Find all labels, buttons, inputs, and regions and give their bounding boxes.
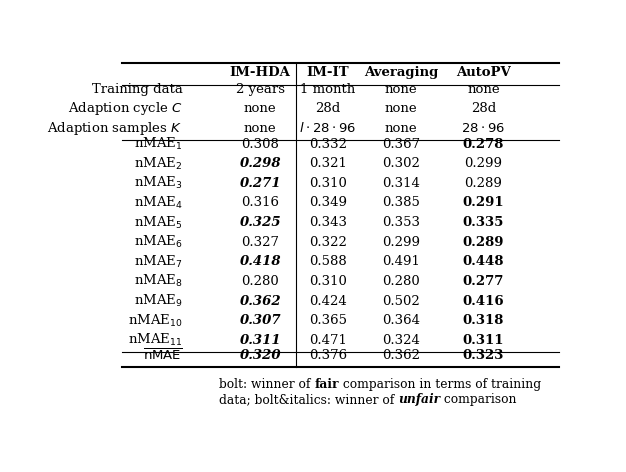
Text: unfair: unfair bbox=[398, 394, 440, 406]
Text: 0.277: 0.277 bbox=[463, 275, 504, 288]
Text: Adaption samples $K$: Adaption samples $K$ bbox=[48, 120, 183, 137]
Text: 0.325: 0.325 bbox=[239, 216, 281, 229]
Text: 0.314: 0.314 bbox=[382, 177, 420, 190]
Text: nMAE$_1$: nMAE$_1$ bbox=[134, 136, 183, 152]
Text: fair: fair bbox=[314, 378, 339, 391]
Text: AutoPV: AutoPV bbox=[456, 67, 511, 79]
Text: 0.588: 0.588 bbox=[309, 255, 347, 268]
Text: 0.416: 0.416 bbox=[463, 295, 504, 308]
Text: 0.322: 0.322 bbox=[309, 236, 347, 249]
Text: 0.349: 0.349 bbox=[309, 196, 347, 210]
Text: 0.343: 0.343 bbox=[309, 216, 347, 229]
Text: 0.289: 0.289 bbox=[464, 177, 502, 190]
Text: nMAE$_8$: nMAE$_8$ bbox=[134, 273, 183, 289]
Text: 0.502: 0.502 bbox=[382, 295, 420, 308]
Text: 1 month: 1 month bbox=[300, 83, 356, 96]
Text: 28d: 28d bbox=[316, 102, 341, 115]
Text: data; bolt&italics: winner of: data; bolt&italics: winner of bbox=[219, 394, 398, 406]
Text: 0.298: 0.298 bbox=[239, 157, 281, 170]
Text: comparison in terms of training: comparison in terms of training bbox=[339, 378, 541, 391]
Text: 0.302: 0.302 bbox=[382, 157, 420, 170]
Text: nMAE$_{11}$: nMAE$_{11}$ bbox=[128, 332, 183, 348]
Text: 0.291: 0.291 bbox=[463, 196, 504, 210]
Text: 0.321: 0.321 bbox=[309, 157, 347, 170]
Text: $l \cdot 28 \cdot 96$: $l \cdot 28 \cdot 96$ bbox=[299, 121, 357, 135]
Text: 0.323: 0.323 bbox=[463, 349, 504, 362]
Text: 0.385: 0.385 bbox=[382, 196, 420, 210]
Text: none: none bbox=[384, 122, 417, 135]
Text: Adaption cycle $C$: Adaption cycle $C$ bbox=[68, 100, 183, 117]
Text: 2 years: 2 years bbox=[235, 83, 285, 96]
Text: 0.280: 0.280 bbox=[241, 275, 279, 288]
Text: nMAE$_7$: nMAE$_7$ bbox=[134, 254, 183, 270]
Text: 0.307: 0.307 bbox=[239, 314, 281, 327]
Text: 0.318: 0.318 bbox=[463, 314, 504, 327]
Text: 0.316: 0.316 bbox=[241, 196, 279, 210]
Text: 0.299: 0.299 bbox=[464, 157, 502, 170]
Text: 0.424: 0.424 bbox=[309, 295, 347, 308]
Text: IM-HDA: IM-HDA bbox=[230, 67, 290, 79]
Text: 0.299: 0.299 bbox=[382, 236, 420, 249]
Text: 0.311: 0.311 bbox=[239, 334, 281, 347]
Text: 0.418: 0.418 bbox=[239, 255, 281, 268]
Text: $28 \cdot 96$: $28 \cdot 96$ bbox=[461, 122, 505, 135]
Text: none: none bbox=[244, 102, 277, 115]
Text: bolt: winner of: bolt: winner of bbox=[219, 378, 314, 391]
Text: 0.353: 0.353 bbox=[382, 216, 420, 229]
Text: nMAE$_3$: nMAE$_3$ bbox=[134, 175, 183, 191]
Text: Averaging: Averaging bbox=[364, 67, 438, 79]
Text: nMAE$_5$: nMAE$_5$ bbox=[134, 214, 183, 231]
Text: nMAE$_6$: nMAE$_6$ bbox=[134, 234, 183, 250]
Text: 0.280: 0.280 bbox=[382, 275, 420, 288]
Text: 0.376: 0.376 bbox=[309, 349, 347, 362]
Text: 0.362: 0.362 bbox=[239, 295, 281, 308]
Text: none: none bbox=[467, 83, 500, 96]
Text: none: none bbox=[384, 102, 417, 115]
Text: 0.364: 0.364 bbox=[382, 314, 420, 327]
Text: nMAE$_2$: nMAE$_2$ bbox=[134, 156, 183, 172]
Text: 0.308: 0.308 bbox=[241, 137, 279, 151]
Text: 0.335: 0.335 bbox=[463, 216, 504, 229]
Text: comparison: comparison bbox=[440, 394, 516, 406]
Text: 0.448: 0.448 bbox=[463, 255, 504, 268]
Text: $\overline{\mathrm{nMAE}}$: $\overline{\mathrm{nMAE}}$ bbox=[143, 348, 183, 363]
Text: none: none bbox=[384, 83, 417, 96]
Text: none: none bbox=[244, 122, 277, 135]
Text: nMAE$_9$: nMAE$_9$ bbox=[134, 293, 183, 309]
Text: 0.271: 0.271 bbox=[239, 177, 281, 190]
Text: nMAE$_4$: nMAE$_4$ bbox=[134, 195, 183, 211]
Text: 0.491: 0.491 bbox=[382, 255, 420, 268]
Text: 0.327: 0.327 bbox=[241, 236, 279, 249]
Text: Training data: Training data bbox=[91, 83, 183, 96]
Text: 0.278: 0.278 bbox=[463, 137, 504, 151]
Text: 0.332: 0.332 bbox=[309, 137, 347, 151]
Text: 0.471: 0.471 bbox=[309, 334, 347, 347]
Text: 0.362: 0.362 bbox=[382, 349, 420, 362]
Text: 28d: 28d bbox=[471, 102, 496, 115]
Text: IM-IT: IM-IT bbox=[307, 67, 349, 79]
Text: 0.324: 0.324 bbox=[382, 334, 420, 347]
Text: 0.320: 0.320 bbox=[239, 349, 281, 362]
Text: 0.311: 0.311 bbox=[463, 334, 504, 347]
Text: 0.367: 0.367 bbox=[382, 137, 420, 151]
Text: 0.289: 0.289 bbox=[463, 236, 504, 249]
Text: 0.310: 0.310 bbox=[309, 177, 347, 190]
Text: 0.365: 0.365 bbox=[309, 314, 347, 327]
Text: nMAE$_{10}$: nMAE$_{10}$ bbox=[128, 312, 183, 329]
Text: 0.310: 0.310 bbox=[309, 275, 347, 288]
